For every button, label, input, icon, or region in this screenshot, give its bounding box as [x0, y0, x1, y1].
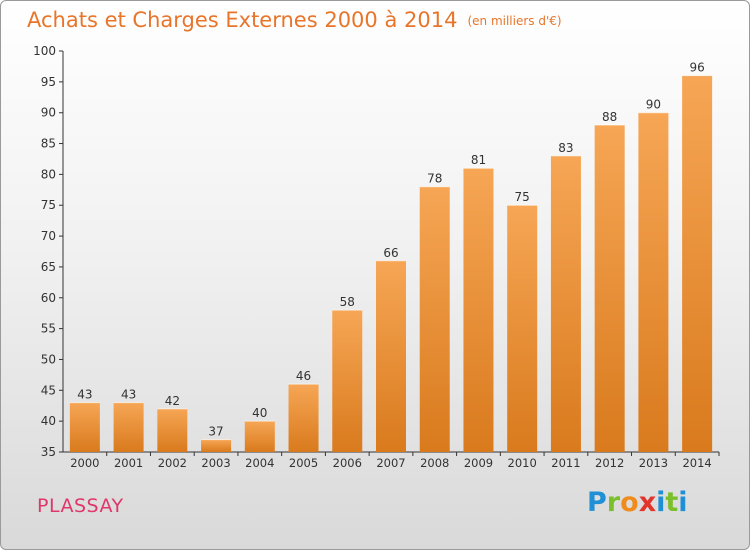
bar — [332, 310, 363, 452]
y-tick-label: 45 — [41, 383, 56, 397]
proxiti-logo[interactable]: Proxiti — [587, 487, 688, 518]
bar — [244, 421, 275, 452]
logo-letter: t — [665, 487, 679, 518]
y-tick-label: 75 — [41, 198, 56, 212]
bar — [201, 439, 232, 452]
x-tick-label: 2008 — [420, 456, 449, 470]
x-tick-label: 2005 — [289, 456, 318, 470]
bar — [682, 75, 713, 452]
y-tick-label: 90 — [41, 106, 56, 120]
bar — [113, 402, 144, 452]
bar — [550, 155, 581, 452]
data-label: 42 — [165, 394, 180, 408]
logo-letter: o — [620, 487, 639, 518]
x-tick-label: 2013 — [639, 456, 668, 470]
data-label: 75 — [515, 190, 530, 204]
y-tick-label: 100 — [33, 44, 56, 58]
bar — [507, 205, 538, 452]
y-tick-label: 35 — [41, 445, 56, 459]
data-label: 40 — [252, 406, 267, 420]
logo-letter: r — [606, 487, 621, 518]
data-label: 96 — [689, 61, 704, 75]
data-label: 37 — [208, 425, 223, 439]
bar — [376, 260, 406, 452]
data-label: 66 — [383, 246, 398, 260]
location-name: PLASSAY — [37, 495, 124, 517]
data-label: 43 — [121, 388, 136, 402]
x-tick-label: 2009 — [464, 456, 493, 470]
x-tick-label: 2004 — [245, 456, 274, 470]
bars — [69, 75, 713, 453]
chart-title: Achats et Charges Externes 2000 à 2014 (e… — [27, 8, 562, 32]
bar — [157, 408, 188, 452]
y-tick-label: 60 — [41, 291, 56, 305]
y-tick-label: 65 — [41, 260, 56, 274]
logo-letter: i — [678, 487, 688, 518]
data-label: 88 — [602, 110, 617, 124]
x-tick-label: 2007 — [376, 456, 405, 470]
y-tick-label: 70 — [41, 229, 56, 243]
data-label: 81 — [471, 153, 486, 167]
data-label: 43 — [77, 388, 92, 402]
data-label: 58 — [340, 295, 355, 309]
logo-letter: x — [638, 487, 657, 518]
bar — [69, 402, 100, 452]
y-tick-label: 85 — [41, 137, 56, 151]
bar — [419, 186, 450, 452]
bar — [288, 384, 319, 452]
y-tick-label: 50 — [41, 352, 56, 366]
bar — [594, 125, 625, 453]
data-label: 46 — [296, 369, 311, 383]
x-tick-label: 2014 — [682, 456, 711, 470]
y-tick-label: 55 — [41, 322, 56, 336]
x-tick-label: 2006 — [333, 456, 362, 470]
chart-subtitle: (en milliers d'€) — [467, 14, 562, 28]
data-label: 78 — [427, 172, 442, 186]
bar — [638, 112, 669, 452]
bar — [463, 168, 494, 452]
logo-letter: P — [587, 487, 607, 518]
x-tick-label: 2003 — [201, 456, 230, 470]
x-tick-label: 2001 — [114, 456, 143, 470]
x-tick-label: 2011 — [551, 456, 580, 470]
x-tick-label: 2000 — [70, 456, 99, 470]
x-tick-label: 2002 — [158, 456, 187, 470]
x-tick-label: 2012 — [595, 456, 624, 470]
title-text: Achats et Charges Externes 2000 à 2014 — [27, 8, 458, 32]
y-tick-label: 95 — [41, 75, 56, 89]
axes: 35 40 45 50 55 60 65 70 75 80 85 90 95 100 2000 2001 200… — [33, 44, 720, 470]
y-tick-label: 80 — [41, 167, 56, 181]
logo-letter: i — [656, 487, 666, 518]
y-tick-label: 40 — [41, 414, 56, 428]
value-labels: 43 43 42 37 40 46 58 66 78 81 75 83 88 90 96 — [77, 61, 705, 439]
data-label: 90 — [646, 98, 661, 112]
x-tick-label: 2010 — [508, 456, 537, 470]
data-label: 83 — [558, 141, 573, 155]
